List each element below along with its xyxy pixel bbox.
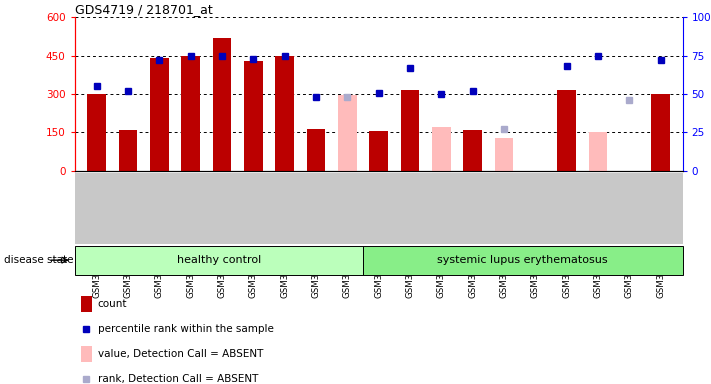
- Bar: [181, 56, 200, 171]
- Bar: [651, 94, 670, 171]
- Bar: [81, 296, 92, 312]
- Bar: [338, 95, 357, 171]
- Bar: [244, 61, 262, 171]
- Text: healthy control: healthy control: [176, 255, 261, 265]
- Bar: [495, 137, 513, 171]
- Text: count: count: [97, 299, 127, 309]
- Bar: [150, 58, 169, 171]
- Bar: [119, 130, 137, 171]
- Bar: [463, 130, 482, 171]
- Bar: [589, 132, 607, 171]
- Bar: [400, 90, 419, 171]
- Text: percentile rank within the sample: percentile rank within the sample: [97, 324, 274, 334]
- Bar: [306, 129, 326, 171]
- Text: value, Detection Call = ABSENT: value, Detection Call = ABSENT: [97, 349, 263, 359]
- Bar: [369, 131, 388, 171]
- Bar: [363, 246, 683, 275]
- Text: systemic lupus erythematosus: systemic lupus erythematosus: [437, 255, 608, 265]
- Bar: [275, 56, 294, 171]
- Bar: [87, 94, 106, 171]
- Bar: [81, 346, 92, 362]
- Bar: [557, 90, 576, 171]
- Bar: [213, 38, 231, 171]
- Text: GDS4719 / 218701_at: GDS4719 / 218701_at: [75, 3, 213, 16]
- Text: disease state: disease state: [4, 255, 73, 265]
- Bar: [75, 246, 363, 275]
- Text: rank, Detection Call = ABSENT: rank, Detection Call = ABSENT: [97, 374, 258, 384]
- Bar: [432, 127, 451, 171]
